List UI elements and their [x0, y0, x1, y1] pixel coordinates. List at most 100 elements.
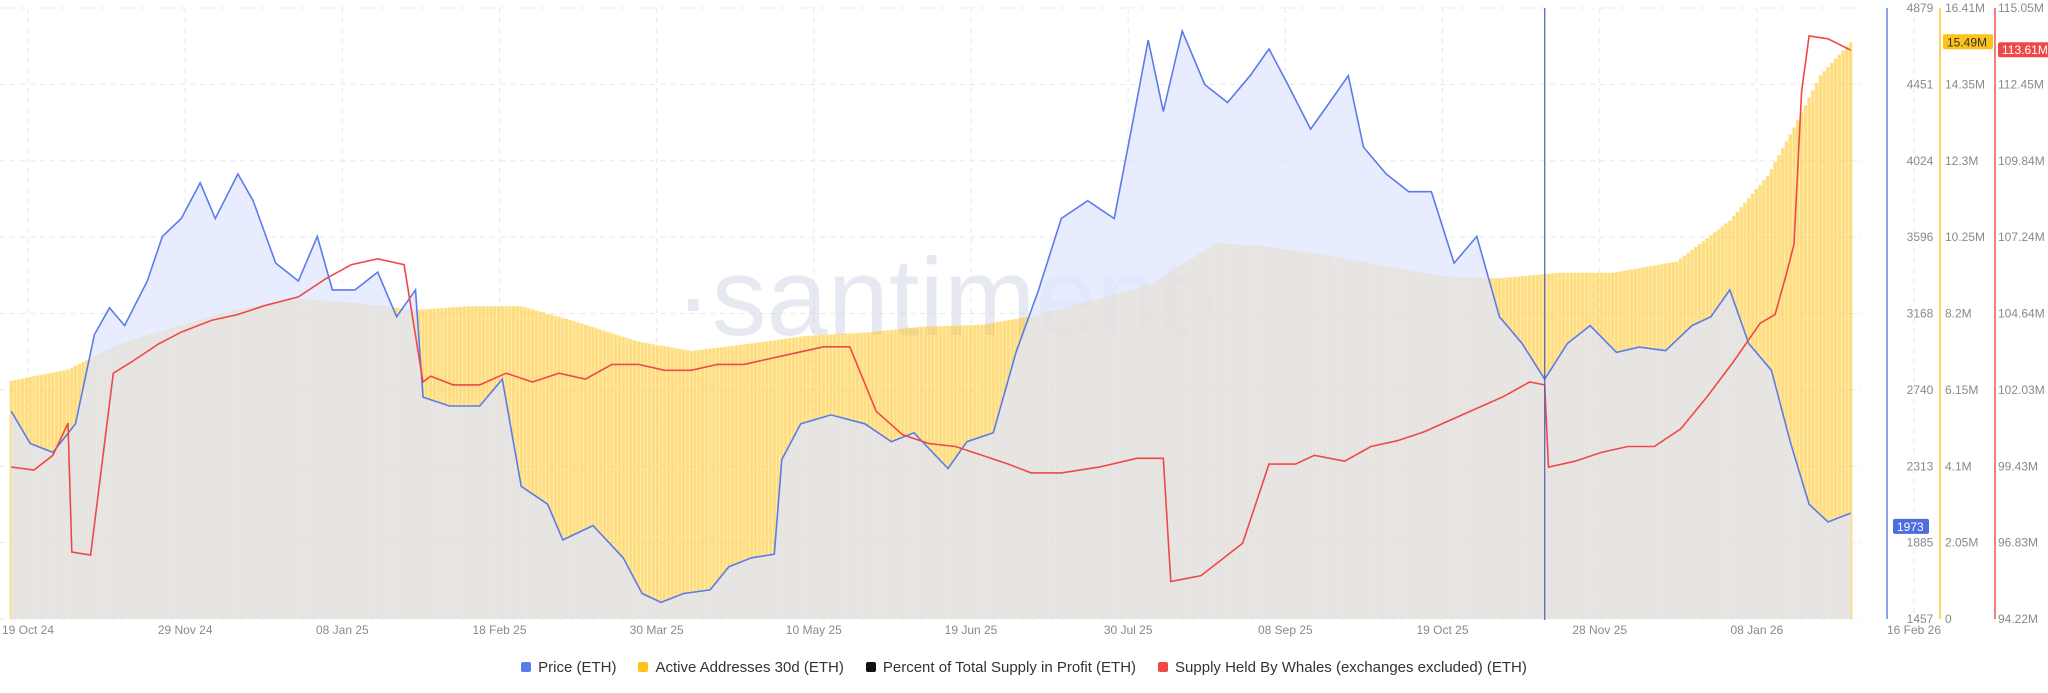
active-addresses-bar: [1841, 50, 1845, 619]
price-axis-tick-label: 3596: [1907, 230, 1934, 244]
x-axis-tick-label: 19 Oct 25: [1416, 623, 1468, 637]
active-addresses-bar: [591, 327, 595, 619]
active-axis-tick-label: 14.35M: [1945, 77, 1985, 91]
active-axis-tick-label: 8.2M: [1945, 307, 1972, 321]
whales-axis-tick-label: 115.05M: [1998, 1, 2044, 15]
active-addresses-bar: [1788, 134, 1792, 620]
active-addresses-bar: [655, 344, 659, 619]
legend-swatch-price: [521, 662, 532, 672]
active-addresses-bar: [1822, 71, 1826, 619]
active-addresses-bar: [681, 349, 686, 619]
legend-item-active-addresses[interactable]: Active Addresses 30d (ETH): [638, 658, 844, 676]
active-addresses-bar: [753, 342, 758, 619]
active-addresses-bar: [557, 316, 561, 619]
active-addresses-bar: [776, 339, 780, 619]
active-addresses-bar: [545, 313, 550, 619]
active-addresses-bar: [659, 345, 663, 619]
active-addresses-bar: [1777, 155, 1781, 619]
active-addresses-bar: [530, 309, 535, 619]
active-addresses-bar: [742, 344, 746, 619]
active-addresses-bar: [519, 306, 523, 619]
active-addresses-bar: [1796, 120, 1800, 620]
active-addresses-bar: [719, 347, 724, 619]
active-addresses-bar: [734, 345, 739, 619]
active-current-badge: [1943, 34, 1993, 50]
active-addresses-bar: [738, 344, 742, 619]
active-addresses-bar: [621, 336, 625, 619]
legend-item-price[interactable]: Price (ETH): [521, 659, 616, 676]
whales-axis-tick-label: 107.24M: [1998, 230, 2045, 244]
active-addresses-bar: [553, 315, 557, 619]
whales-axis-tick-label: 109.84M: [1998, 154, 2045, 168]
price-axis-tick-label: 4024: [1907, 154, 1934, 168]
x-axis-tick-label: 19 Oct 24: [2, 623, 54, 637]
active-addresses-bar: [576, 322, 580, 619]
active-addresses-bar: [651, 344, 656, 619]
active-addresses-bar: [632, 340, 637, 619]
whales-axis-tick-label: 94.22M: [1998, 612, 2038, 626]
active-addresses-bar: [534, 310, 539, 619]
active-addresses-bar: [587, 325, 591, 619]
legend-item-supply-in-profit[interactable]: Percent of Total Supply in Profit (ETH): [865, 659, 1136, 676]
price-axis-tick-label: 3168: [1907, 307, 1934, 321]
x-axis-tick-label: 08 Sep 25: [1258, 623, 1313, 637]
active-addresses-bar: [712, 348, 716, 619]
active-addresses-bar: [670, 347, 674, 619]
x-axis-tick-label: 30 Jul 25: [1104, 623, 1153, 637]
active-addresses-bar: [568, 320, 573, 619]
x-axis-tick-label: 16 Feb 26: [1887, 623, 1941, 637]
x-axis-ticks: 19 Oct 24 29 Nov 24 08 Jan 25 18 Feb 25 30 M…: [2, 623, 1941, 637]
x-axis-tick-label: 18 Feb 25: [472, 623, 526, 637]
x-axis-tick-label: 30 Mar 25: [630, 623, 684, 637]
whales-axis-tick-label: 99.43M: [1998, 459, 2038, 473]
active-addresses-bar: [757, 342, 761, 619]
active-addresses-bar: [647, 343, 652, 619]
active-addresses-bar: [1848, 42, 1853, 620]
active-axis-tick-label: 0: [1945, 612, 1952, 626]
active-addresses-bar: [527, 308, 531, 619]
legend-item-whales[interactable]: Supply Held By Whales (exchanges exclude…: [1158, 659, 1527, 676]
active-addresses-bar: [723, 346, 727, 619]
price-axis-tick-label: 4879: [1907, 1, 1934, 15]
x-axis-tick-label: 19 Jun 25: [945, 623, 998, 637]
active-addresses-bar: [1784, 141, 1789, 619]
x-axis-tick-label: 10 May 25: [786, 623, 842, 637]
active-addresses-bar: [689, 350, 693, 619]
active-addresses-bar: [595, 328, 599, 619]
x-axis-tick-label: 28 Nov 25: [1572, 623, 1627, 637]
active-addresses-bar: [772, 340, 776, 619]
legend-label-active-addresses: Active Addresses 30d (ETH): [655, 658, 844, 676]
x-axis-tick-label: 08 Jan 26: [1730, 623, 1783, 637]
active-addresses-bar: [700, 349, 705, 619]
active-addresses-bar: [610, 333, 614, 619]
whales-axis-tick-label: 102.03M: [1998, 383, 2045, 397]
whales-current-value: 113.61M: [2002, 43, 2048, 57]
legend-swatch-whales: [1158, 662, 1169, 672]
active-addresses-bar: [1792, 127, 1796, 619]
whales-line: [11, 34, 1852, 583]
x-axis-tick-label: 29 Nov 24: [158, 623, 213, 637]
chart: ·santiment· 4879445140243596316827402313…: [0, 1, 2048, 637]
active-addresses-bar: [693, 350, 697, 619]
active-addresses-bar: [685, 350, 690, 619]
active-addresses-bar: [765, 341, 769, 619]
whales-axis-tick-label: 104.64M: [1998, 307, 2045, 321]
active-addresses-bar: [606, 331, 610, 619]
active-addresses-bar: [1818, 75, 1823, 619]
active-addresses-bar: [715, 347, 720, 619]
active-addresses-bar: [1826, 67, 1830, 619]
active-current-value: 15.49M: [1947, 35, 1987, 49]
active-addresses-bar: [602, 330, 606, 619]
active-addresses-bar: [1830, 62, 1834, 619]
active-addresses-bar: [761, 341, 765, 619]
legend-label-whales: Supply Held By Whales (exchanges exclude…: [1175, 658, 1527, 676]
price-current-badge: [1893, 518, 1929, 534]
active-addresses-bar: [579, 323, 584, 619]
active-addresses-bar: [1803, 105, 1808, 620]
active-addresses-bar: [697, 349, 701, 619]
active-axis-tick-label: 6.15M: [1945, 383, 1978, 397]
active-addresses-bar: [538, 311, 542, 619]
whales-axis-tick-label: 96.83M: [1998, 536, 2038, 550]
active-axis-tick-label: 4.1M: [1945, 459, 1972, 473]
active-addresses-bar: [1837, 54, 1842, 619]
